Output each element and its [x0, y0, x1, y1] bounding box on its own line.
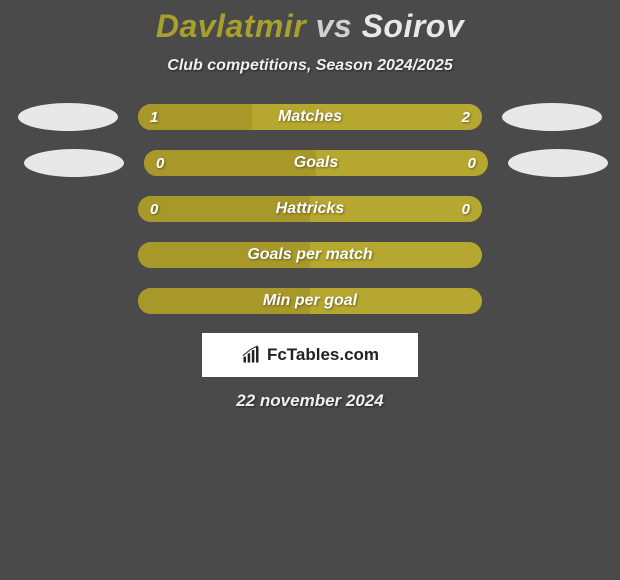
page-title: Davlatmir vs Soirov [0, 8, 620, 45]
stat-label: Goals [144, 150, 488, 176]
team-badge-right [502, 103, 602, 131]
stat-label: Min per goal [138, 288, 482, 314]
team-badge-left [24, 149, 124, 177]
stat-label: Goals per match [138, 242, 482, 268]
player1-name: Davlatmir [156, 8, 306, 44]
brand-logo-box: FcTables.com [202, 333, 418, 377]
stat-bar-hattricks: 0 Hattricks 0 [138, 196, 482, 222]
stat-bar-goals: 0 Goals 0 [144, 150, 488, 176]
stat-bar-goals-per-match: Goals per match [138, 242, 482, 268]
date-text: 22 november 2024 [0, 391, 620, 411]
stat-value-right: 2 [462, 104, 470, 130]
stat-value-right: 0 [462, 196, 470, 222]
vs-text: vs [316, 8, 353, 44]
stat-row: 0 Goals 0 [0, 149, 620, 177]
stat-row: Min per goal [0, 287, 620, 315]
stat-value-right: 0 [468, 150, 476, 176]
stat-row: 1 Matches 2 [0, 103, 620, 131]
stat-label: Hattricks [138, 196, 482, 222]
team-badge-right [508, 149, 608, 177]
stat-bar-matches: 1 Matches 2 [138, 104, 482, 130]
stat-label: Matches [138, 104, 482, 130]
stat-row: Goals per match [0, 241, 620, 269]
comparison-card: Davlatmir vs Soirov Club competitions, S… [0, 0, 620, 411]
team-badge-left [18, 103, 118, 131]
chart-icon [241, 345, 261, 365]
stats-rows: 1 Matches 2 0 Goals 0 0 [0, 103, 620, 315]
stat-bar-min-per-goal: Min per goal [138, 288, 482, 314]
brand-name: FcTables.com [267, 345, 379, 365]
subtitle: Club competitions, Season 2024/2025 [0, 57, 620, 75]
stat-row: 0 Hattricks 0 [0, 195, 620, 223]
player2-name: Soirov [362, 8, 465, 44]
